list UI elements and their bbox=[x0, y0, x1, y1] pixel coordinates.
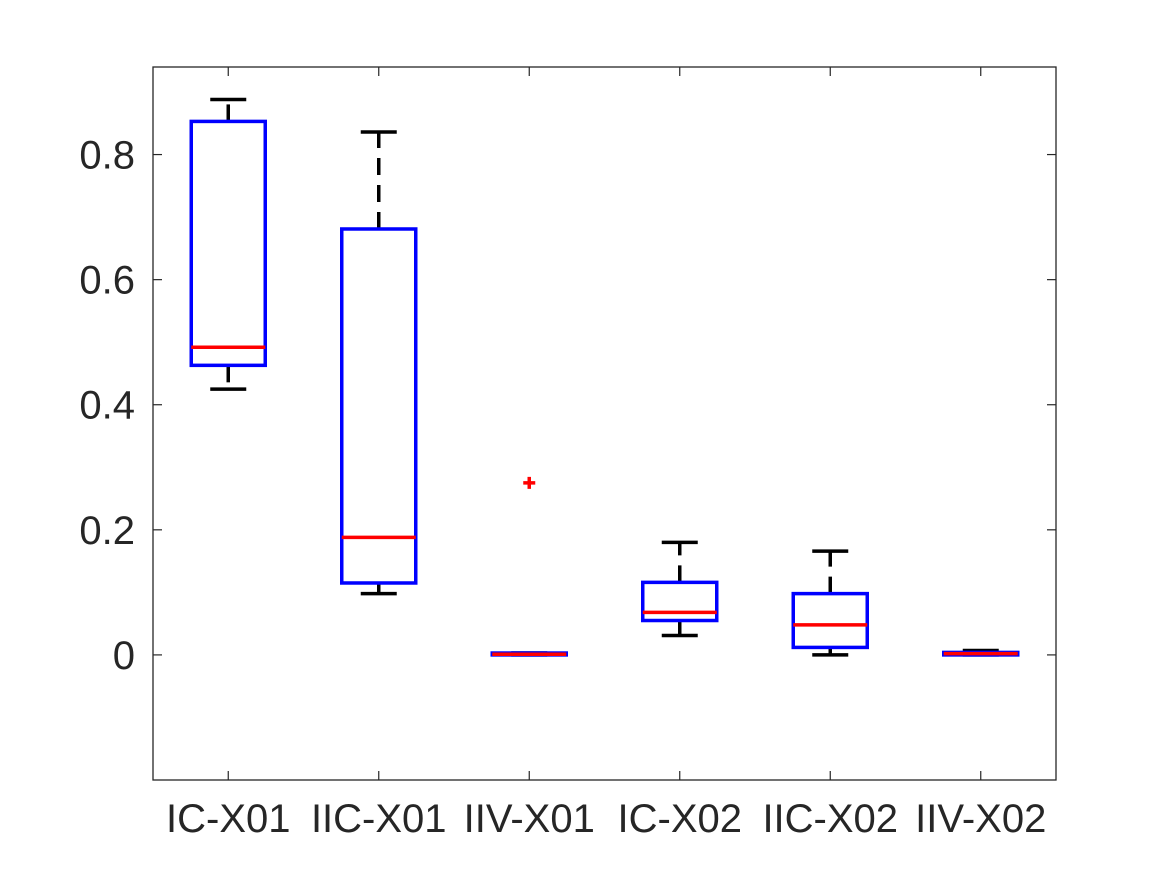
box-group bbox=[189, 97, 267, 391]
box-group bbox=[942, 648, 1020, 657]
y-tick-labels: 0 0.2 0.4 0.6 0.8 bbox=[79, 134, 135, 678]
y-tick-label: 0.6 bbox=[79, 259, 135, 303]
box-group bbox=[340, 130, 418, 596]
x-tick-label: IC-X02 bbox=[618, 797, 743, 841]
box-iqr bbox=[340, 227, 418, 585]
box-iqr bbox=[189, 119, 267, 368]
x-tick-label: IC-X01 bbox=[166, 797, 291, 841]
boxes bbox=[189, 97, 1020, 657]
axis-ticks bbox=[153, 67, 1056, 780]
x-tick-label: IIC-X01 bbox=[311, 797, 447, 841]
x-tick-label: IIV-X01 bbox=[464, 797, 595, 841]
box-iqr bbox=[641, 580, 719, 623]
x-tick-labels: IC-X01 IIC-X01 IIV-X01 IC-X02 IIC-X02 IIV-X02 bbox=[166, 797, 1046, 841]
plot-background bbox=[153, 67, 1056, 780]
box-group bbox=[641, 540, 719, 638]
box-group bbox=[490, 476, 568, 657]
x-tick-label: IIC-X02 bbox=[762, 797, 898, 841]
outlier-marker bbox=[523, 476, 536, 489]
y-tick-label: 0 bbox=[113, 634, 135, 678]
box-iqr bbox=[791, 591, 869, 650]
y-tick-label: 0.4 bbox=[79, 384, 135, 428]
y-tick-label: 0.2 bbox=[79, 509, 135, 553]
x-tick-label: IIV-X02 bbox=[915, 797, 1046, 841]
plot-frame bbox=[152, 66, 1057, 781]
y-tick-label: 0.8 bbox=[79, 134, 135, 178]
box-group bbox=[791, 549, 869, 657]
